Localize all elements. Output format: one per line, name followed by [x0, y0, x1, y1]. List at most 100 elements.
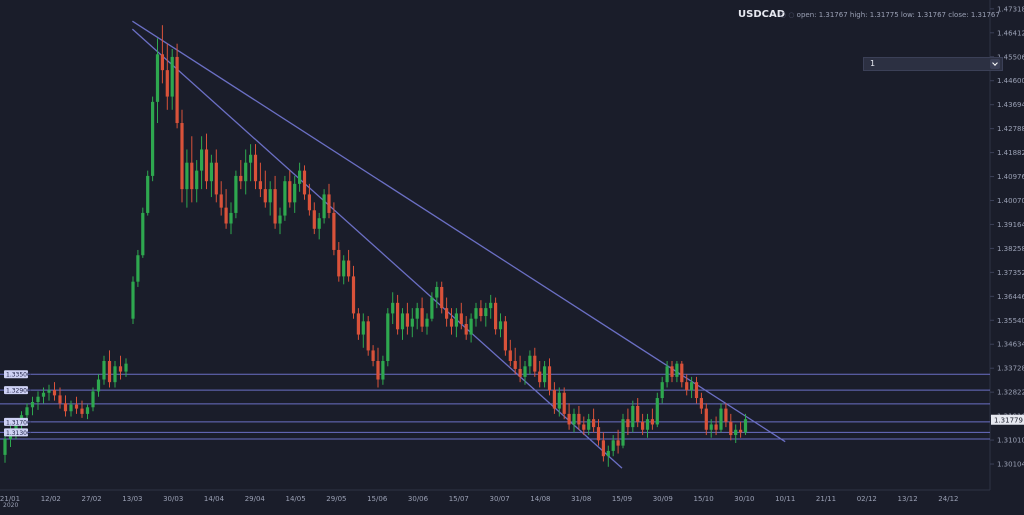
candle-body	[307, 194, 311, 211]
level-tag-label: 1.33500	[6, 372, 31, 379]
candle-body	[30, 401, 35, 408]
x-tick-label: 27/02	[82, 495, 102, 503]
candle-body	[621, 419, 625, 446]
candle-body	[273, 189, 277, 224]
y-tick-label: 1.39164	[997, 221, 1024, 229]
level-tag-box	[4, 417, 28, 426]
candle-body	[102, 361, 106, 380]
level-tag-label: 1.31300	[6, 430, 31, 437]
candle-body	[714, 424, 718, 430]
candle-body	[724, 408, 728, 422]
candle-body	[528, 355, 532, 367]
candle-body	[155, 54, 160, 102]
candle-body	[185, 162, 189, 190]
y-tick-label: 1.34634	[997, 341, 1024, 349]
candle-body	[611, 440, 615, 451]
candle-body	[459, 313, 463, 324]
candle-body	[317, 218, 321, 229]
x-tick-label: 30/07	[490, 495, 510, 503]
last-price-label: 1.31779	[994, 417, 1023, 425]
y-tick-label: 1.36446	[997, 293, 1024, 301]
candle-body	[601, 440, 605, 457]
candle-body	[489, 302, 493, 309]
candle-body	[699, 398, 703, 409]
y-tick-label: 1.32822	[997, 389, 1024, 397]
x-tick-label: 13/12	[898, 495, 918, 503]
y-tick-label: 1.46412	[997, 29, 1024, 37]
candle-body	[146, 175, 150, 213]
level-tag-box	[4, 428, 28, 437]
x-tick-label: 30/10	[734, 495, 754, 503]
y-tick-label: 1.38258	[997, 245, 1024, 253]
candle-body	[445, 308, 449, 319]
candle-body	[469, 318, 473, 335]
ohlc-dots: ○ ○	[780, 11, 797, 19]
candle-body	[704, 408, 708, 430]
candle-body	[660, 382, 664, 399]
candle-body	[337, 249, 341, 277]
x-tick-label: 02/12	[857, 495, 877, 503]
x-tick-label: 30/03	[163, 495, 183, 503]
candle-body	[249, 154, 253, 163]
candle-body	[312, 210, 316, 229]
candle-body	[180, 123, 184, 190]
x-tick-label: 31/08	[571, 495, 591, 503]
candle-body	[425, 318, 429, 327]
candle-body	[641, 421, 645, 430]
candle-body	[332, 212, 336, 250]
x-tick-label: 21/01	[0, 495, 20, 503]
interval-select[interactable]: 1	[863, 57, 1003, 71]
candle-body	[80, 408, 84, 414]
candle-body	[562, 392, 566, 414]
candle-body	[734, 429, 738, 436]
candle-body	[200, 149, 204, 171]
ohlc-readout: ○ ○ open: 1.31767 high: 1.31775 low: 1.3…	[780, 11, 1000, 19]
candle-body	[195, 170, 199, 190]
candle-body	[47, 390, 51, 393]
candle-body	[52, 390, 57, 396]
candle-body	[645, 419, 650, 430]
candle-body	[538, 371, 542, 383]
candle-body	[381, 361, 385, 380]
last-price-box	[991, 414, 1024, 425]
candle-body	[14, 424, 18, 432]
candle-body	[690, 382, 694, 391]
candle-body	[670, 366, 674, 377]
candle-body	[636, 405, 640, 422]
candle-body	[136, 255, 140, 282]
candle-body	[356, 313, 360, 335]
candle-body	[616, 440, 620, 446]
x-tick-label: 24/12	[938, 495, 958, 503]
candle-body	[160, 54, 164, 71]
candle-body	[729, 421, 733, 436]
y-tick-label: 1.30104	[997, 461, 1024, 469]
candle-body	[244, 162, 248, 182]
candle-body	[283, 181, 287, 216]
candle-body	[587, 419, 591, 430]
trend-line	[131, 28, 623, 469]
chevron-down-icon[interactable]	[990, 59, 1000, 69]
candle-body	[430, 297, 434, 319]
price-labels: 1.33500 1.32900 1.31700 1.31300 1.31779	[4, 370, 1024, 437]
candle-body	[366, 321, 370, 351]
candle-body	[36, 396, 40, 402]
candle-body	[278, 215, 282, 224]
candle-body	[229, 212, 233, 224]
candle-body	[293, 183, 297, 203]
candle-body	[175, 56, 179, 124]
y-tick-label: 1.47318	[997, 5, 1024, 13]
x-tick-label: 30/09	[653, 495, 673, 503]
x-tick-label: 30/06	[408, 495, 429, 503]
candle-body	[302, 170, 307, 195]
candle-body	[552, 390, 556, 409]
candle-body	[743, 419, 748, 433]
x-tick-label: 15/09	[612, 495, 632, 503]
candle-body	[479, 308, 483, 317]
candle-body	[131, 281, 135, 319]
candle-body	[268, 189, 272, 203]
symbol-title: USDCAD	[738, 9, 786, 20]
y-tick-label: 1.45506	[997, 53, 1024, 61]
x-tick-label: 14/04	[204, 495, 225, 503]
